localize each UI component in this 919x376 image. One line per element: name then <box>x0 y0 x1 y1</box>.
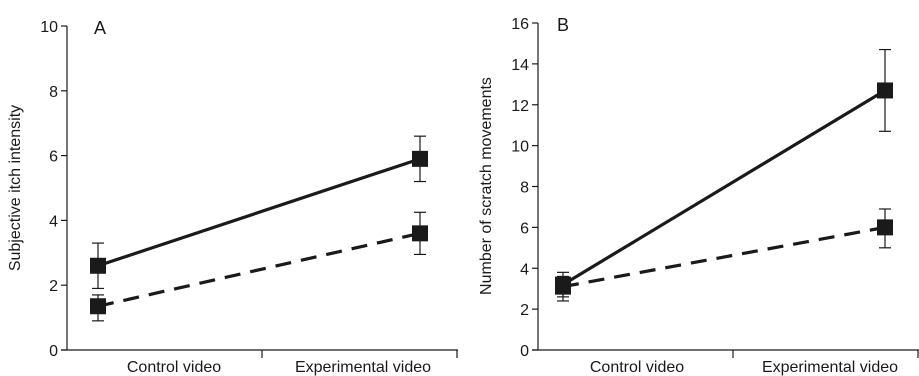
y-tick-label: 6 <box>520 220 529 237</box>
y-axis-title: Number of scratch movements <box>478 77 495 295</box>
data-point-marker <box>412 225 428 242</box>
x-category-label: Experimental video <box>295 359 431 376</box>
data-point-marker <box>90 257 106 274</box>
y-tick-label: 14 <box>511 57 529 74</box>
y-tick-label: 16 <box>511 16 529 33</box>
y-tick-label: 10 <box>40 19 58 36</box>
y-axis-title: Subjective itch intensity <box>7 105 24 271</box>
y-tick-label: 4 <box>49 213 58 230</box>
y-tick-label: 8 <box>520 180 529 197</box>
y-tick-label: 12 <box>511 98 529 115</box>
series-line <box>97 231 421 308</box>
series-line <box>562 225 886 289</box>
y-tick-label: 0 <box>49 343 58 360</box>
series-dashed <box>555 208 893 302</box>
series-solid <box>90 135 428 290</box>
data-point-marker <box>555 278 571 295</box>
data-point-marker <box>877 82 893 99</box>
panel-b: 0 2 4 6 8 10 12 14 16 Control video Experimental v… <box>478 15 919 376</box>
series-line <box>97 157 421 268</box>
panel-letter: A <box>94 18 106 38</box>
data-point-marker <box>90 298 106 315</box>
panel-a: 0 2 4 6 8 10 Control video Experimental video Su… <box>7 18 458 376</box>
data-point-marker <box>412 150 428 167</box>
y-tick-label: 0 <box>520 343 529 360</box>
y-tick-label: 4 <box>520 261 529 278</box>
x-category-label: Experimental video <box>762 359 898 376</box>
data-point-marker <box>877 219 893 236</box>
panel-letter: B <box>557 15 569 35</box>
series-dashed <box>90 211 428 322</box>
x-category-label: Control video <box>590 359 684 376</box>
y-tick-label: 2 <box>49 278 58 295</box>
series-line <box>562 89 886 286</box>
y-tick-label: 2 <box>520 302 529 319</box>
y-tick-label: 10 <box>511 139 529 156</box>
y-tick-label: 6 <box>49 149 58 166</box>
series-solid <box>555 48 893 298</box>
x-category-label: Control video <box>127 359 221 376</box>
y-tick-label: 8 <box>49 84 58 101</box>
